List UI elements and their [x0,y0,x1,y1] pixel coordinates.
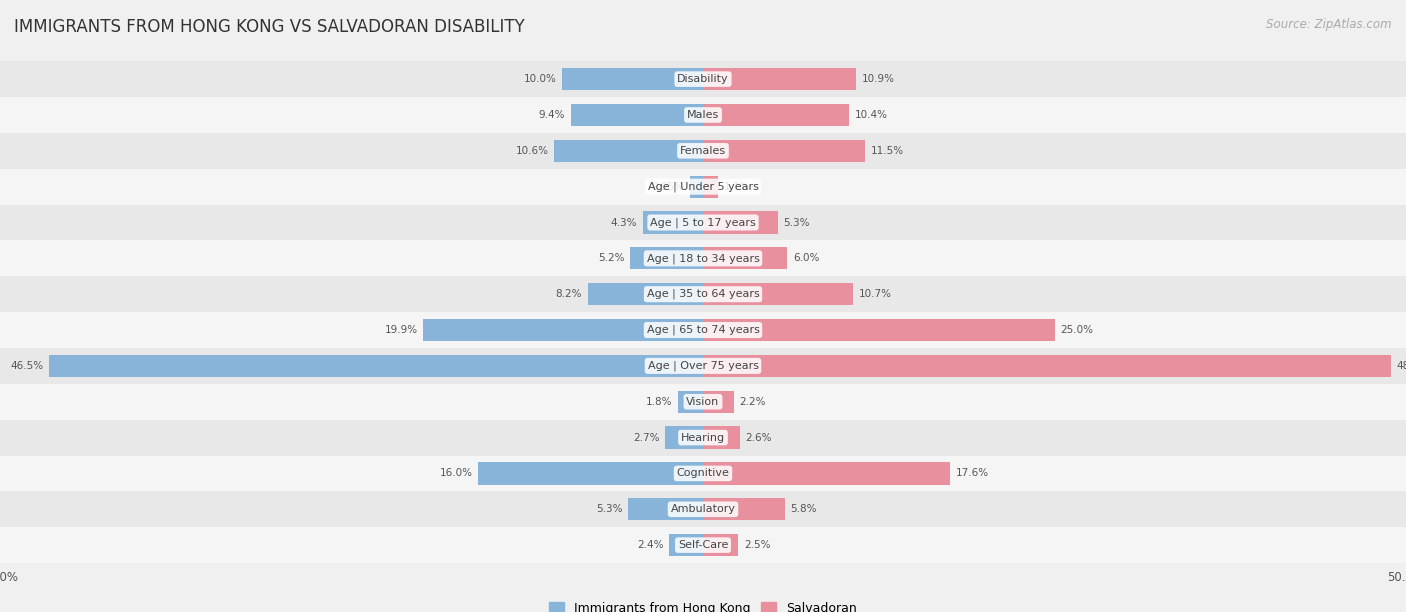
Bar [703,283,853,305]
Bar [0,312,1406,348]
Bar [0,384,1406,420]
Bar [678,390,703,413]
Text: 5.2%: 5.2% [598,253,624,263]
Text: 10.9%: 10.9% [862,74,894,84]
Text: Age | 18 to 34 years: Age | 18 to 34 years [647,253,759,264]
Bar [0,455,1406,491]
Text: 10.7%: 10.7% [859,289,891,299]
Text: 17.6%: 17.6% [956,468,990,479]
Text: 10.6%: 10.6% [516,146,548,156]
Text: Hearing: Hearing [681,433,725,442]
Text: 10.0%: 10.0% [524,74,557,84]
Text: 10.4%: 10.4% [855,110,887,120]
Bar [0,491,1406,527]
Bar [703,319,1054,341]
Text: 6.0%: 6.0% [793,253,820,263]
Text: 8.2%: 8.2% [555,289,582,299]
Text: 1.1%: 1.1% [724,182,751,192]
Bar [0,420,1406,455]
Bar [703,247,787,269]
Bar [49,355,703,377]
Text: Age | 65 to 74 years: Age | 65 to 74 years [647,325,759,335]
Bar [703,534,738,556]
Bar [703,68,856,90]
Bar [703,104,849,126]
Text: 25.0%: 25.0% [1060,325,1092,335]
Text: 48.9%: 48.9% [1396,361,1406,371]
Bar [643,211,703,234]
Text: IMMIGRANTS FROM HONG KONG VS SALVADORAN DISABILITY: IMMIGRANTS FROM HONG KONG VS SALVADORAN … [14,18,524,36]
Bar [0,133,1406,169]
Bar [690,176,703,198]
Text: 4.3%: 4.3% [610,217,637,228]
Text: 9.4%: 9.4% [538,110,565,120]
Text: 1.8%: 1.8% [645,397,672,407]
Bar [423,319,703,341]
Bar [669,534,703,556]
Bar [554,140,703,162]
Legend: Immigrants from Hong Kong, Salvadoran: Immigrants from Hong Kong, Salvadoran [550,602,856,612]
Text: 19.9%: 19.9% [384,325,418,335]
Text: 5.3%: 5.3% [783,217,810,228]
Text: Age | Under 5 years: Age | Under 5 years [648,181,758,192]
Bar [703,211,778,234]
Bar [703,462,950,485]
Text: Cognitive: Cognitive [676,468,730,479]
Bar [703,140,865,162]
Text: Source: ZipAtlas.com: Source: ZipAtlas.com [1267,18,1392,31]
Bar [628,498,703,520]
Bar [0,169,1406,204]
Bar [0,276,1406,312]
Bar [0,527,1406,563]
Bar [0,61,1406,97]
Text: Vision: Vision [686,397,720,407]
Text: Males: Males [688,110,718,120]
Text: 2.5%: 2.5% [744,540,770,550]
Text: 5.8%: 5.8% [790,504,817,514]
Bar [703,498,785,520]
Text: Ambulatory: Ambulatory [671,504,735,514]
Text: 46.5%: 46.5% [10,361,44,371]
Text: Age | 5 to 17 years: Age | 5 to 17 years [650,217,756,228]
Bar [665,427,703,449]
Text: 11.5%: 11.5% [870,146,904,156]
Text: 16.0%: 16.0% [440,468,472,479]
Bar [0,97,1406,133]
Text: 2.7%: 2.7% [633,433,659,442]
Text: Self-Care: Self-Care [678,540,728,550]
Text: 2.2%: 2.2% [740,397,766,407]
Text: 5.3%: 5.3% [596,504,623,514]
Bar [0,204,1406,241]
Text: 0.95%: 0.95% [651,182,685,192]
Bar [703,176,718,198]
Bar [703,355,1391,377]
Bar [588,283,703,305]
Bar [478,462,703,485]
Bar [0,348,1406,384]
Bar [562,68,703,90]
Bar [571,104,703,126]
Bar [703,390,734,413]
Bar [0,241,1406,276]
Text: 2.6%: 2.6% [745,433,772,442]
Bar [630,247,703,269]
Text: Females: Females [681,146,725,156]
Text: 2.4%: 2.4% [637,540,664,550]
Text: Age | Over 75 years: Age | Over 75 years [648,360,758,371]
Bar [703,427,740,449]
Text: Disability: Disability [678,74,728,84]
Text: Age | 35 to 64 years: Age | 35 to 64 years [647,289,759,299]
